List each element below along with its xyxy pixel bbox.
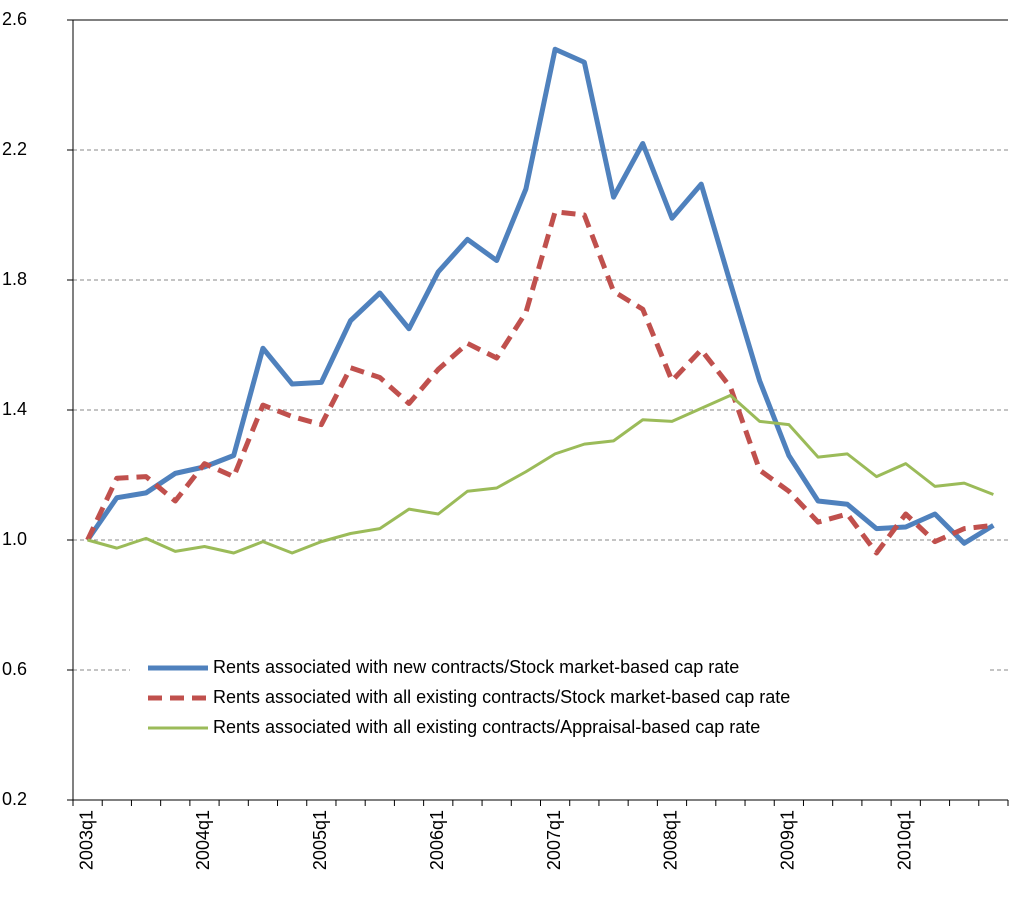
series-line (85, 209, 994, 556)
x-tick-label: 2006q1 (427, 810, 447, 870)
x-tick-label: 2005q1 (310, 810, 330, 870)
legend: Rents associated with new contracts/Stoc… (130, 650, 990, 742)
y-tick-label: 0.6 (2, 659, 27, 679)
y-tick-label: 2.6 (2, 9, 27, 29)
x-tick-label: 2007q1 (544, 810, 564, 870)
legend-label: Rents associated with all existing contr… (213, 717, 760, 737)
legend-box (130, 650, 990, 742)
x-tick-label: 2003q1 (76, 810, 96, 870)
legend-label: Rents associated with new contracts/Stoc… (213, 657, 739, 677)
x-tick-label: 2004q1 (193, 810, 213, 870)
x-tick-label: 2008q1 (661, 810, 681, 870)
y-tick-label: 1.8 (2, 269, 27, 289)
series-line (87, 393, 994, 555)
y-tick-label: 1.4 (2, 399, 27, 419)
x-tick-label: 2009q1 (778, 810, 798, 870)
legend-label: Rents associated with all existing contr… (213, 687, 790, 707)
y-tick-label: 1.0 (2, 529, 27, 549)
y-tick-label: 2.2 (2, 139, 27, 159)
y-tick-label: 0.2 (2, 789, 27, 809)
x-tick-label: 2010q1 (894, 810, 914, 870)
series-line (85, 46, 995, 546)
